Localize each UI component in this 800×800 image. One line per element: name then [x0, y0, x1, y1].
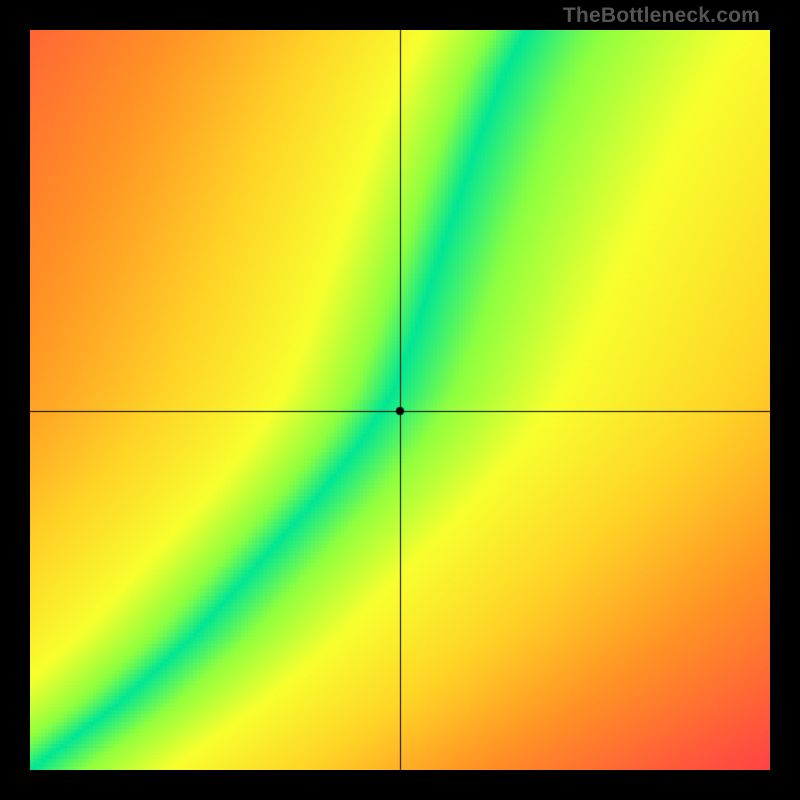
watermark-text: TheBottleneck.com	[563, 4, 760, 28]
overlay-canvas	[0, 0, 800, 800]
chart-container: TheBottleneck.com	[0, 0, 800, 800]
